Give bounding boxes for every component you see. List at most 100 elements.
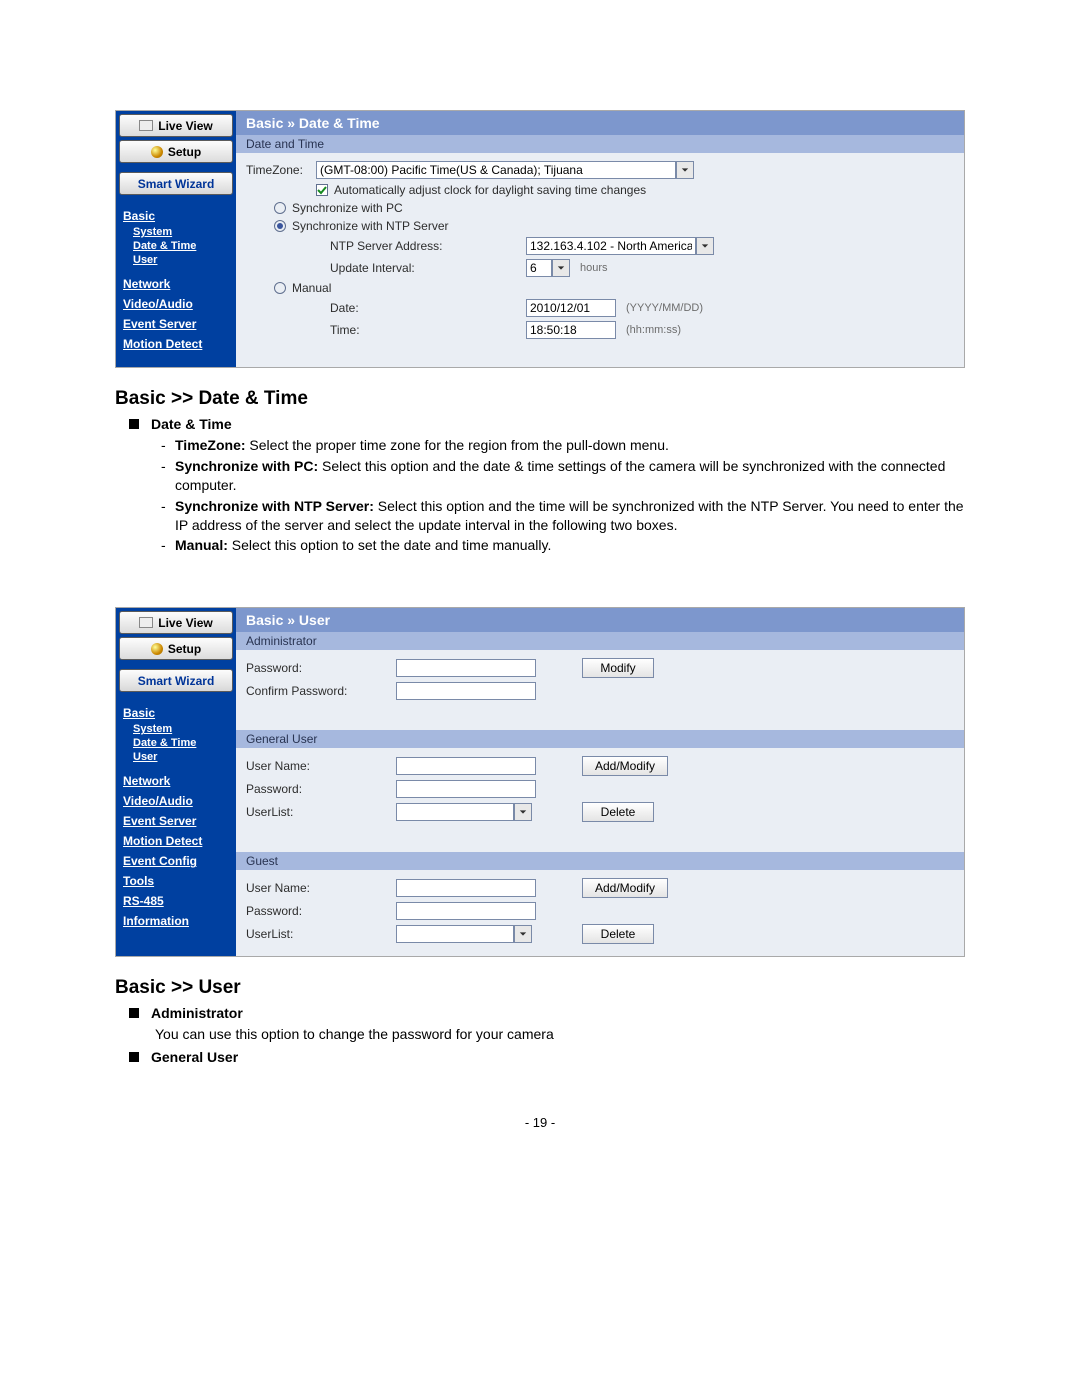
nav-user[interactable]: User bbox=[119, 253, 233, 267]
doc-h2-user: Basic >> User bbox=[115, 977, 965, 999]
timezone-dropdown-icon[interactable] bbox=[676, 161, 694, 179]
update-interval-dropdown-icon[interactable] bbox=[552, 259, 570, 277]
setup-icon bbox=[151, 146, 163, 158]
admin-confirm-label: Confirm Password: bbox=[246, 684, 396, 698]
doc-bullet-datetime-label: Date & Time bbox=[151, 416, 232, 432]
sync-ntp-radio[interactable] bbox=[274, 220, 286, 232]
section-admin: Administrator bbox=[236, 632, 964, 650]
time-input[interactable] bbox=[526, 321, 616, 339]
nav-network-2[interactable]: Network bbox=[119, 770, 233, 790]
nav-info[interactable]: Information bbox=[119, 910, 233, 930]
guest-username-label: User Name: bbox=[246, 881, 396, 895]
screenshot-datetime: Live View Setup Smart Wizard Basic Syste… bbox=[115, 110, 965, 368]
admin-confirm-input[interactable] bbox=[396, 682, 536, 700]
guest-username-input[interactable] bbox=[396, 879, 536, 897]
nav-eventserver-2[interactable]: Event Server bbox=[119, 810, 233, 830]
nav-datetime-2[interactable]: Date & Time bbox=[119, 736, 233, 750]
panel-user-breadcrumb: Basic » User bbox=[236, 608, 964, 632]
gen-userlist-dropdown-icon[interactable] bbox=[514, 803, 532, 821]
sync-pc-label: Synchronize with PC bbox=[292, 201, 403, 215]
gen-password-input[interactable] bbox=[396, 780, 536, 798]
doc-sub-tz: - TimeZone: Select the proper time zone … bbox=[161, 436, 965, 455]
doc-admin-text: You can use this option to change the pa… bbox=[155, 1025, 965, 1045]
nav-videoaudio[interactable]: Video/Audio bbox=[119, 293, 233, 313]
doc-h2-datetime: Basic >> Date & Time bbox=[115, 388, 965, 410]
liveview-icon bbox=[139, 120, 153, 131]
nav-user-2[interactable]: User bbox=[119, 750, 233, 764]
nav-videoaudio-2[interactable]: Video/Audio bbox=[119, 790, 233, 810]
liveview-icon bbox=[139, 617, 153, 628]
guest-password-input[interactable] bbox=[396, 902, 536, 920]
live-view-button-2[interactable]: Live View bbox=[119, 611, 233, 634]
page-number: - 19 - bbox=[115, 1115, 965, 1130]
sync-ntp-label: Synchronize with NTP Server bbox=[292, 219, 449, 233]
guest-userlist-label: UserList: bbox=[246, 927, 396, 941]
panel-user: Basic » User Administrator Password: Mod… bbox=[236, 608, 964, 956]
dst-label: Automatically adjust clock for daylight … bbox=[334, 183, 646, 197]
timezone-label: TimeZone: bbox=[246, 163, 316, 177]
guest-addmodify-button[interactable]: Add/Modify bbox=[582, 878, 668, 898]
admin-password-input[interactable] bbox=[396, 659, 536, 677]
gen-userlist-input[interactable] bbox=[396, 803, 514, 821]
nav-system[interactable]: System bbox=[119, 225, 233, 239]
nav-tools[interactable]: Tools bbox=[119, 870, 233, 890]
square-icon bbox=[129, 419, 139, 429]
update-interval-hint: hours bbox=[580, 262, 608, 274]
gen-delete-button[interactable]: Delete bbox=[582, 802, 654, 822]
section-guest: Guest bbox=[236, 852, 964, 870]
date-input[interactable] bbox=[526, 299, 616, 317]
time-label: Time: bbox=[246, 323, 526, 337]
smart-wizard-button[interactable]: Smart Wizard bbox=[119, 172, 233, 195]
gen-username-label: User Name: bbox=[246, 759, 396, 773]
ntp-addr-input[interactable] bbox=[526, 237, 696, 255]
doc-bullet-admin: Administrator bbox=[129, 1005, 965, 1021]
smart-wizard-label: Smart Wizard bbox=[138, 177, 215, 191]
update-interval-input[interactable] bbox=[526, 259, 552, 277]
nav-rs485[interactable]: RS-485 bbox=[119, 890, 233, 910]
screenshot-user: Live View Setup Smart Wizard Basic Syste… bbox=[115, 607, 965, 957]
nav-eventconfig[interactable]: Event Config bbox=[119, 850, 233, 870]
setup-button-2[interactable]: Setup bbox=[119, 637, 233, 660]
nav-basic[interactable]: Basic bbox=[119, 205, 233, 225]
gen-userlist-label: UserList: bbox=[246, 805, 396, 819]
nav-eventserver[interactable]: Event Server bbox=[119, 313, 233, 333]
live-view-label: Live View bbox=[158, 119, 212, 133]
gen-addmodify-button[interactable]: Add/Modify bbox=[582, 756, 668, 776]
nav-network[interactable]: Network bbox=[119, 273, 233, 293]
nav-motion[interactable]: Motion Detect bbox=[119, 333, 233, 353]
square-icon bbox=[129, 1008, 139, 1018]
doc-sub-manual: - Manual: Select this option to set the … bbox=[161, 536, 965, 555]
setup-button[interactable]: Setup bbox=[119, 140, 233, 163]
ntp-addr-dropdown-icon[interactable] bbox=[696, 237, 714, 255]
doc-bullet-general: General User bbox=[129, 1049, 965, 1065]
smart-wizard-button-2[interactable]: Smart Wizard bbox=[119, 669, 233, 692]
date-label: Date: bbox=[246, 301, 526, 315]
setup-icon bbox=[151, 643, 163, 655]
nav-basic-2[interactable]: Basic bbox=[119, 702, 233, 722]
sidebar-2: Live View Setup Smart Wizard Basic Syste… bbox=[116, 608, 236, 956]
live-view-button[interactable]: Live View bbox=[119, 114, 233, 137]
nav-motion-2[interactable]: Motion Detect bbox=[119, 830, 233, 850]
doc-bullet-admin-label: Administrator bbox=[151, 1005, 243, 1021]
guest-delete-button[interactable]: Delete bbox=[582, 924, 654, 944]
section-general: General User bbox=[236, 730, 964, 748]
guest-userlist-dropdown-icon[interactable] bbox=[514, 925, 532, 943]
nav-datetime[interactable]: Date & Time bbox=[119, 239, 233, 253]
live-view-label-2: Live View bbox=[158, 616, 212, 630]
ntp-addr-label: NTP Server Address: bbox=[246, 239, 526, 253]
guest-password-label: Password: bbox=[246, 904, 396, 918]
guest-userlist-input[interactable] bbox=[396, 925, 514, 943]
setup-label-2: Setup bbox=[168, 642, 201, 656]
manual-radio[interactable] bbox=[274, 282, 286, 294]
panel-datetime: Basic » Date & Time Date and Time TimeZo… bbox=[236, 111, 964, 367]
timezone-input[interactable] bbox=[316, 161, 676, 179]
gen-username-input[interactable] bbox=[396, 757, 536, 775]
manual-label: Manual bbox=[292, 281, 331, 295]
dst-checkbox[interactable] bbox=[316, 184, 328, 196]
date-hint: (YYYY/MM/DD) bbox=[626, 302, 703, 314]
sync-pc-radio[interactable] bbox=[274, 202, 286, 214]
doc-bullet-general-label: General User bbox=[151, 1049, 238, 1065]
nav-system-2[interactable]: System bbox=[119, 722, 233, 736]
modify-button[interactable]: Modify bbox=[582, 658, 654, 678]
smart-wizard-label-2: Smart Wizard bbox=[138, 674, 215, 688]
